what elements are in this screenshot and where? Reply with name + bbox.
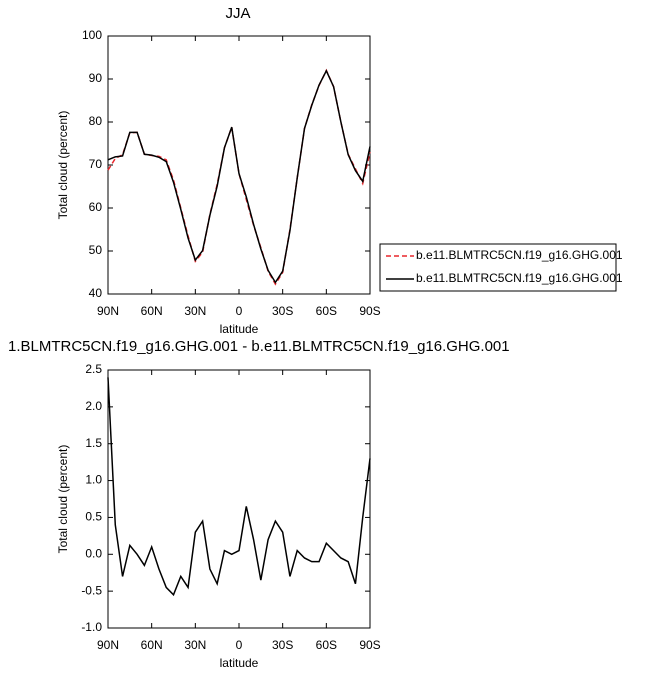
y-tick-label: 1.5: [85, 436, 102, 450]
y-tick-label: -1.0: [81, 620, 102, 634]
y-tick-label: 1.0: [85, 473, 102, 487]
x-axis-label: latitude: [220, 322, 259, 336]
x-tick-label: 0: [236, 304, 243, 318]
x-tick-label: 90N: [97, 638, 119, 652]
y-tick-label: 60: [89, 200, 103, 214]
x-tick-label: 30N: [184, 304, 206, 318]
chart-title: JJA: [225, 5, 250, 22]
x-tick-label: 30S: [272, 638, 293, 652]
x-tick-label: 90N: [97, 304, 119, 318]
y-tick-label: 2.0: [85, 399, 102, 413]
y-tick-label: 50: [89, 243, 103, 257]
legend-label: b.e11.BLMTRC5CN.f19_g16.GHG.001: [416, 248, 623, 262]
y-axis-label: Total cloud (percent): [56, 445, 70, 554]
data-line: [107, 377, 371, 597]
x-tick-label: 90S: [359, 304, 380, 318]
x-axis-label: latitude: [220, 656, 259, 670]
x-tick-label: 60N: [141, 638, 163, 652]
y-tick-label: -0.5: [81, 583, 102, 597]
x-tick-label: 90S: [359, 638, 380, 652]
plot-frame: [107, 35, 371, 295]
x-tick-label: 30N: [184, 638, 206, 652]
x-tick-label: 60N: [141, 304, 163, 318]
legend-label: b.e11.BLMTRC5CN.f19_g16.GHG.001: [416, 271, 623, 285]
y-tick-label: 70: [89, 157, 103, 171]
y-axis-label: Total cloud (percent): [56, 111, 70, 220]
y-tick-label: 80: [89, 114, 103, 128]
data-line: [107, 69, 371, 284]
x-tick-label: 30S: [272, 304, 293, 318]
y-tick-label: 100: [82, 28, 102, 42]
plot-frame: [107, 369, 371, 629]
data-line: [107, 68, 371, 286]
y-tick-label: 2.5: [85, 362, 102, 376]
x-tick-label: 0: [236, 638, 243, 652]
chart-title: 1.BLMTRC5CN.f19_g16.GHG.001 - b.e11.BLMT…: [8, 338, 510, 355]
x-tick-label: 60S: [316, 638, 337, 652]
y-tick-label: 0.0: [85, 546, 102, 560]
y-tick-label: 90: [89, 71, 103, 85]
y-tick-label: 40: [89, 286, 103, 300]
legend-box: [379, 243, 617, 292]
y-tick-label: 0.5: [85, 510, 102, 524]
x-tick-label: 60S: [316, 304, 337, 318]
